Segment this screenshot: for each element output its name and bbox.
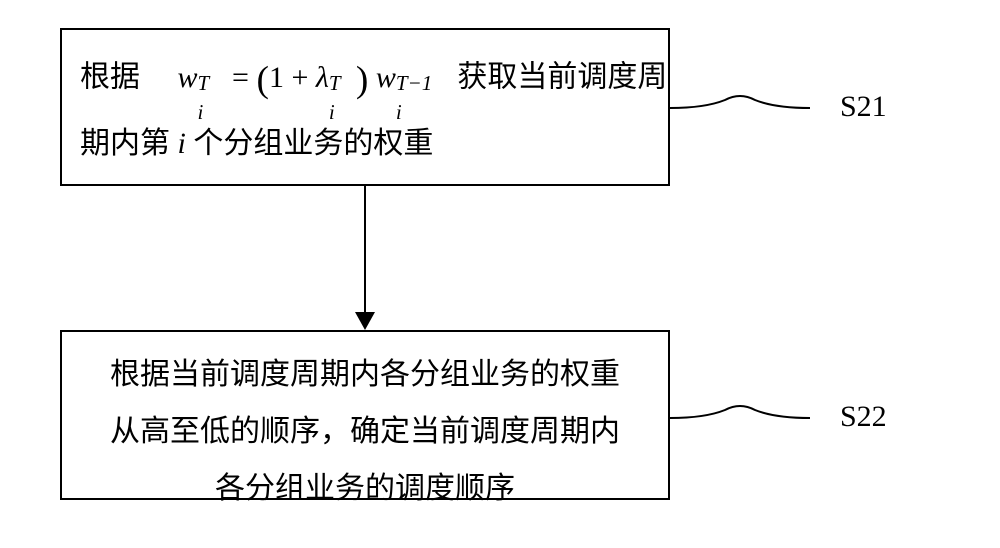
step-label-s22: S22 xyxy=(840,400,887,434)
brace-s21-icon xyxy=(670,88,810,118)
text-after-formula: 获取当前调度周 xyxy=(457,61,667,94)
formula-lhs-sub: i xyxy=(198,93,204,133)
step-s21-line2: 期内第 i 个分组业务的权重 xyxy=(80,115,650,172)
formula-lambda-sub: i xyxy=(329,93,335,133)
step-box-s22: 根据当前调度周期内各分组业务的权重 从高至低的顺序，确定当前调度周期内 各分组业… xyxy=(60,330,670,500)
formula-one-plus: 1 + xyxy=(269,61,316,94)
step-s21-line1: 根据 wTi = (1 + λTi) wT−1i 获取当前调度周 xyxy=(80,44,650,115)
step-s22-line3: 各分组业务的调度顺序 xyxy=(80,460,650,517)
formula-rparen: ) xyxy=(356,59,369,100)
step-s22-line2: 从高至低的顺序，确定当前调度周期内 xyxy=(80,403,650,460)
formula-lhs-var: w xyxy=(178,61,198,94)
text-prefix: 根据 xyxy=(80,61,170,94)
text-l2a: 期内第 xyxy=(80,127,178,160)
step-box-s21: 根据 wTi = (1 + λTi) wT−1i 获取当前调度周 期内第 i 个… xyxy=(60,28,670,186)
formula-rhs-sub: i xyxy=(396,93,402,133)
step-label-s21: S21 xyxy=(840,90,887,124)
step-s22-line1: 根据当前调度周期内各分组业务的权重 xyxy=(80,346,650,403)
formula-rhs-var: w xyxy=(376,61,396,94)
italic-i: i xyxy=(178,127,186,160)
formula: wTi = (1 + λTi) wT−1i xyxy=(178,61,458,94)
arrow-line xyxy=(364,186,366,314)
formula-lparen: ( xyxy=(256,59,269,100)
brace-s22-icon xyxy=(670,398,810,428)
arrow-head-icon xyxy=(355,312,375,330)
formula-lambda: λ xyxy=(316,61,329,94)
formula-eq: = xyxy=(232,61,256,94)
